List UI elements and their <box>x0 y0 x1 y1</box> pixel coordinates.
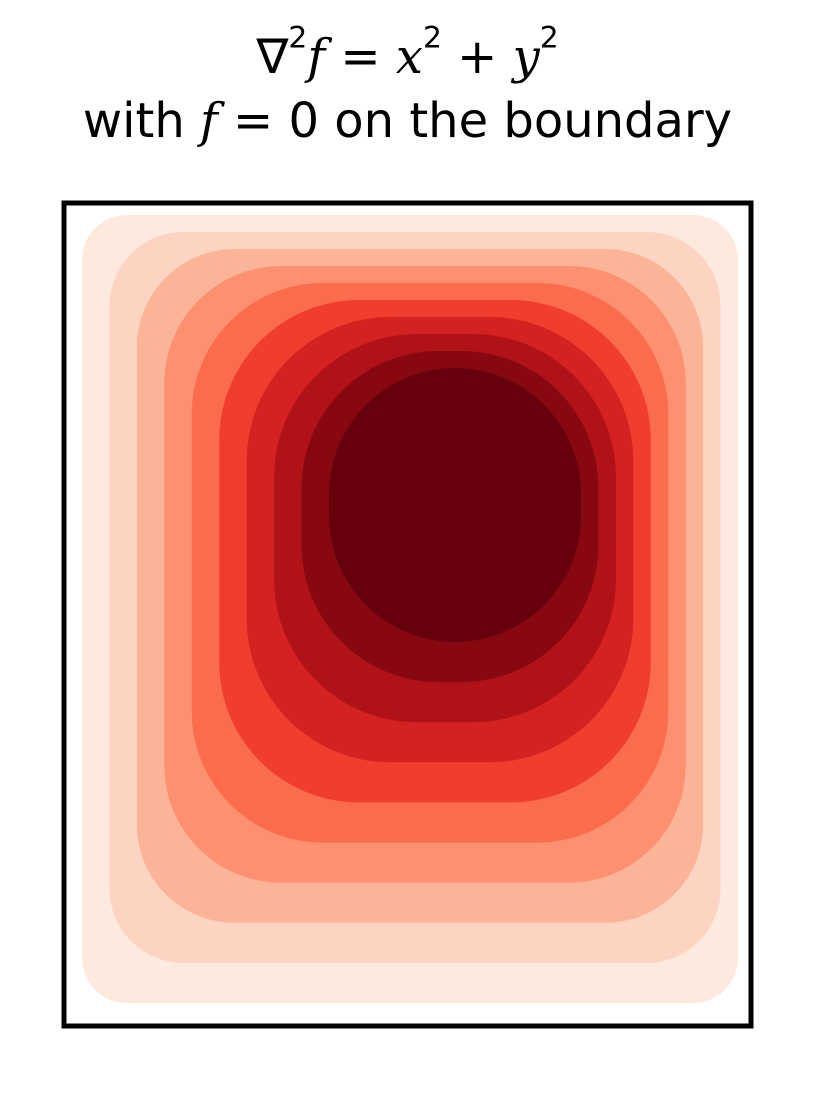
contour-bands <box>82 215 738 1003</box>
chart-title-equation: ∇2f = x2 + y2 <box>256 20 559 85</box>
plot-frame <box>61 200 754 1029</box>
chart-title-boundary-condition: with f = 0 on the boundary <box>82 93 733 149</box>
contour-band-10 <box>329 368 581 642</box>
